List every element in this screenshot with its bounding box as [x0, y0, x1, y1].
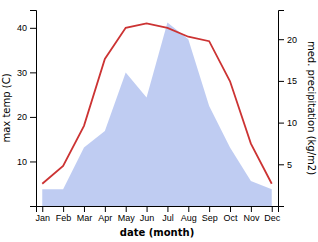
- x-tick: Nov: [243, 206, 260, 223]
- x-tick-mark: [230, 206, 231, 212]
- x-tick: Mar: [77, 206, 93, 223]
- y-tick-mark: [30, 28, 36, 29]
- y-tick-label: 40: [17, 23, 27, 33]
- x-tick-label: Feb: [56, 213, 72, 223]
- y2-tick-mark: [278, 164, 284, 165]
- x-tick-mark: [105, 206, 106, 212]
- x-tick-mark: [126, 206, 127, 212]
- x-tick: Sep: [202, 206, 218, 223]
- x-tick-mark: [209, 206, 210, 212]
- y2-tick-mark: [278, 123, 284, 124]
- y-axis-line: [30, 11, 37, 207]
- x-axis-title: date (month): [120, 227, 194, 238]
- y2-tick-label: 15: [287, 76, 297, 86]
- x-tick-label: Jun: [140, 213, 155, 223]
- x-tick-label: Oct: [224, 213, 239, 223]
- x-tick-label: Nov: [243, 213, 260, 223]
- y2-tick-label: 5: [287, 160, 292, 170]
- x-tick: Apr: [98, 206, 112, 223]
- area: [42, 23, 271, 206]
- x-tick: Feb: [56, 206, 72, 223]
- x-tick-label: Jan: [36, 213, 51, 223]
- y-tick-mark: [30, 117, 36, 118]
- y2-tick: 5: [278, 160, 292, 170]
- x-tick: Jun: [140, 206, 155, 223]
- y-tick: 20: [17, 112, 36, 122]
- y2-tick-label: 10: [287, 118, 297, 128]
- y-tick: 40: [17, 23, 36, 33]
- x-tick: Jul: [162, 206, 174, 223]
- y2-tick-mark: [278, 39, 284, 40]
- y-axis-title: max temp (C): [1, 73, 12, 142]
- y-tick-label: 20: [17, 112, 27, 122]
- y2-tick-label: 20: [287, 35, 297, 45]
- x-tick: Jan: [36, 206, 51, 223]
- x-tick-mark: [63, 206, 64, 212]
- x-tick-label: Apr: [98, 213, 112, 223]
- y2-tick: 10: [278, 118, 297, 128]
- x-tick-label: Aug: [181, 213, 197, 223]
- x-tick-label: Sep: [202, 213, 218, 223]
- y-axis: 10 20 30 40: [17, 11, 37, 207]
- plot-area: Jan Feb Mar Apr May Jun Jul Aug Sep Oct Nov Dec 10 20…: [17, 11, 297, 224]
- x-tick-mark: [42, 206, 43, 212]
- y-tick-mark: [30, 161, 36, 162]
- x-tick-label: Mar: [77, 213, 93, 223]
- y2-axis: 5 10 15 20: [278, 11, 297, 207]
- x-tick: May: [118, 206, 136, 223]
- y-tick: 30: [17, 68, 36, 78]
- y-tick-mark: [30, 72, 36, 73]
- x-tick-mark: [84, 206, 85, 212]
- x-tick-mark: [147, 206, 148, 212]
- x-tick: Oct: [224, 206, 239, 223]
- y2-tick: 15: [278, 76, 297, 86]
- y-tick-label: 30: [17, 68, 27, 78]
- y2-tick-mark: [278, 81, 284, 82]
- marks: [42, 23, 271, 206]
- x-tick: Aug: [181, 206, 197, 223]
- y-tick: 10: [17, 157, 36, 167]
- line: [42, 23, 271, 183]
- x-axis-line: [37, 207, 279, 213]
- x-tick: Dec: [264, 206, 281, 223]
- y-tick-label: 10: [17, 157, 27, 167]
- y2-axis-line: [279, 11, 285, 207]
- y2-axis-title: med. precipitation (kg/m2): [306, 41, 317, 175]
- x-tick-mark: [167, 206, 168, 212]
- chart: Jan Feb Mar Apr May Jun Jul Aug Sep Oct Nov Dec 10 20…: [0, 0, 318, 242]
- x-tick-mark: [188, 206, 189, 212]
- x-tick-label: Dec: [264, 213, 281, 223]
- x-tick-label: May: [118, 213, 136, 223]
- x-tick-label: Jul: [162, 213, 174, 223]
- x-tick-mark: [272, 206, 273, 212]
- x-tick-mark: [251, 206, 252, 212]
- y2-tick: 20: [278, 35, 297, 45]
- x-axis: Jan Feb Mar Apr May Jun Jul Aug Sep Oct Nov Dec: [36, 206, 281, 223]
